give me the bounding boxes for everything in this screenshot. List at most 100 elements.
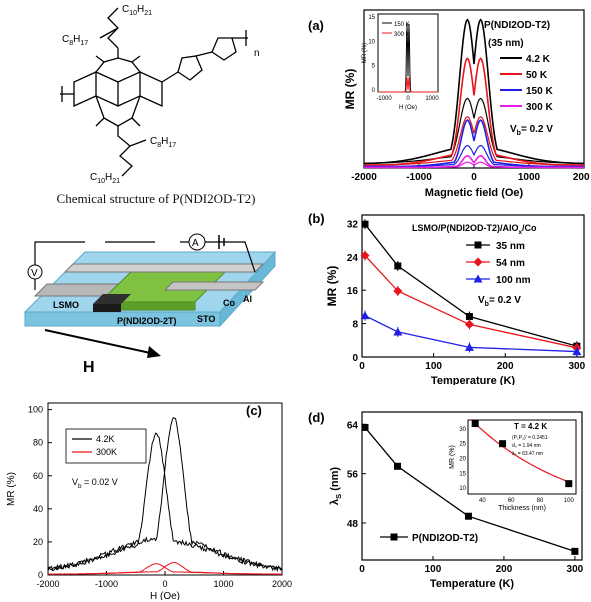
data-point [464,319,474,329]
series-line [364,315,577,353]
x-tick-label: -2000 [351,172,377,183]
legend-label: P(NDI2OD-T2) [412,533,478,544]
x-axis-label: Temperature (K) [431,375,515,385]
data-point [361,220,369,228]
y-tick-label: 100 [28,405,43,415]
y-tick-label: 60 [33,471,43,481]
data-point [393,286,403,296]
inset-x-tick-label: 100 [564,498,575,504]
inset-y-tick-label: 0 [372,88,376,94]
label-co: Co [223,298,235,308]
y-axis-label: MR (%) [343,69,357,110]
series-line [364,223,578,347]
y-tick-label: 20 [33,537,43,547]
inset-x-axis-label: Thickness (nm) [498,505,546,512]
y-tick-label: 48 [347,519,359,530]
x-tick-label: 0 [162,579,167,589]
legend-label: 4.2 K [526,54,551,65]
series-line [47,563,283,575]
label-sto: STO [197,314,215,324]
chain-label-c10h21-bottom: C10H21 [90,172,120,185]
chart-title: LSMO/P(NDI2OD-T2)/AlOx/Co [412,223,537,236]
x-tick-label: -1000 [95,579,118,589]
label-lsmo: LSMO [53,300,79,310]
panel-a-chart: -2000-1000010002000Magnetic field (Oe)MR… [308,9,590,199]
series-line [47,432,283,572]
data-point [393,462,401,470]
x-tick-label: -2000 [36,579,59,589]
chain-label-c8h17-top: C8H17 [62,34,88,47]
inset-x-tick-label: -1000 [376,96,392,102]
voltmeter-icon [27,264,43,280]
data-point [464,342,474,351]
plot-frame [361,411,583,561]
inset-fit-parameter: d₀ = 1.94 nm [512,443,541,449]
x-tick-label: 200 [496,564,513,575]
x-tick-label: 200 [497,361,514,372]
series-line [363,18,585,165]
annotation: Vb = 0.02 V [72,477,118,490]
label-al: Al [243,294,252,304]
inset-x-axis-label: H (Oe) [399,105,417,111]
legend-box [65,428,147,464]
structure-caption: Chemical structure of P(NDI2OD-T2) [56,191,256,206]
y-tick-label: 16 [347,286,359,297]
data-point [393,327,403,336]
x-axis-label: Magnetic field (Oe) [425,187,524,199]
chain-label-c10h21-top: C10H21 [122,4,152,17]
x-axis-label: Temperature (K) [430,578,514,590]
inset-y-tick-label: 10 [368,39,375,45]
label-polymer: P(NDI2OD-2T) [117,316,177,326]
panel-c-chart: -2000 -1000 0 1000 2000 0 20 40 60 80 100 H (Oe) MR … [6,402,292,600]
inset-x-tick-label: 1000 [425,96,439,102]
inset-y-tick-label: 20 [459,456,466,462]
inset-fit-parameter: (P₁P₂)' = 0.2451 [512,435,548,441]
legend-label: 4.2K [96,434,115,444]
data-point [360,251,370,261]
data-point [499,440,507,448]
data-point [360,311,370,320]
x-tick-label: -1000 [406,172,432,183]
chart-subtitle: (35 nm) [488,38,524,49]
data-point [572,347,582,356]
panel-label: (b) [308,211,325,226]
x-tick-label: 100 [425,361,442,372]
x-tick-label: 1000 [518,172,541,183]
inset-y-tick-label: 25 [459,442,466,448]
y-axis-label: λS (nm) [329,467,343,505]
data-point [571,547,579,555]
y-tick-label: 40 [33,504,43,514]
repeat-unit-n: n [254,48,260,59]
inset-y-tick-label: 10 [459,486,466,492]
x-tick-label: 0 [359,361,365,372]
data-point [465,312,473,320]
annotation: Vb= 0.2 V [478,295,521,308]
series-line [363,116,585,166]
device-schematic: V A LSMO P(NDI2OD-2T) Co Al STO H [23,233,277,376]
x-axis-label: H (Oe) [150,591,180,600]
data-point [473,257,483,267]
legend-label: 35 nm [496,241,525,252]
data-point [390,533,398,541]
series-line [363,97,585,164]
x-tick-label: 1000 [213,579,233,589]
inset-y-axis-label: MR (%) [362,43,368,63]
inset-y-tick-label: 15 [459,471,466,477]
series-line [364,255,577,349]
x-tick-label: 300 [567,564,584,575]
inset-series-line [378,77,438,93]
series-line [364,161,584,168]
panel-label: (d) [308,410,325,425]
plot-frame [361,214,585,358]
x-tick-label: 0 [359,564,365,575]
svg-text:V: V [31,268,38,279]
y-tick-label: 8 [352,320,358,331]
y-tick-label: 0 [38,570,43,580]
inset-y-axis-label: MR (%) [449,445,456,469]
y-tick-label: 64 [347,420,359,431]
inset-x-tick-label: 60 [508,498,515,504]
panel-label: (c) [246,403,262,418]
x-tick-label: 0 [471,172,477,183]
y-tick-label: 32 [347,219,359,230]
inset-legend-label: 300 K [394,32,410,38]
